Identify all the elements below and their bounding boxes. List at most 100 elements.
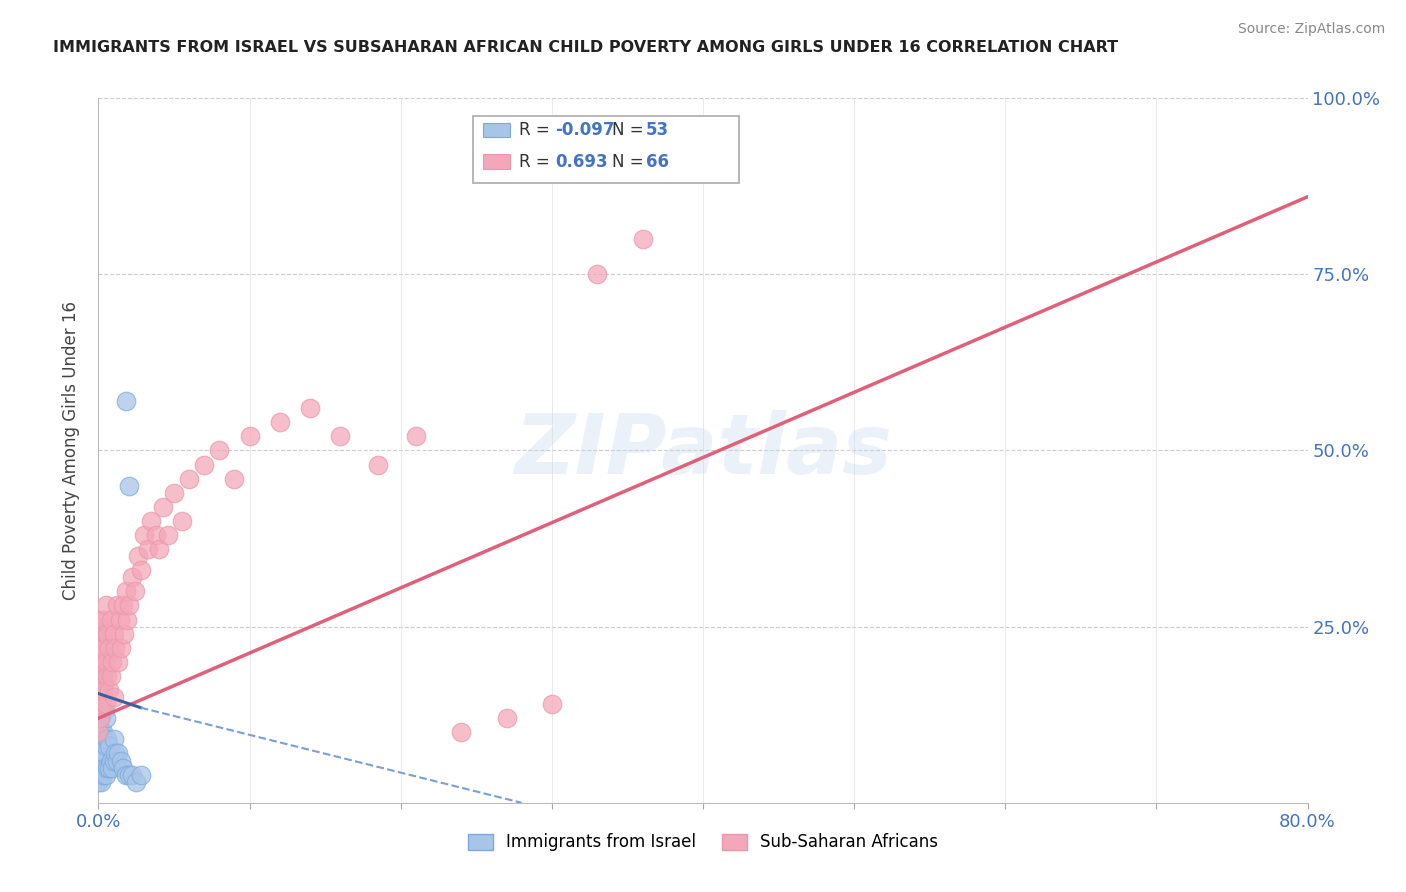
- Point: [89, 711, 111, 725]
- Point: [90, 640, 112, 655]
- Point: [115, 613, 138, 627]
- Point: [104, 640, 127, 655]
- Point: [87, 725, 110, 739]
- Point: [87, 760, 110, 774]
- Point: [111, 760, 134, 774]
- Point: [89, 683, 111, 698]
- Point: [89, 655, 111, 669]
- Point: [114, 584, 136, 599]
- Point: [89, 739, 111, 754]
- Point: [93, 760, 115, 774]
- Legend: Immigrants from Israel, Sub-Saharan Africans: Immigrants from Israel, Sub-Saharan Afri…: [461, 827, 945, 858]
- Point: [93, 732, 115, 747]
- Point: [329, 429, 352, 443]
- Y-axis label: Child Poverty Among Girls Under 16: Child Poverty Among Girls Under 16: [62, 301, 80, 600]
- Text: N =: N =: [613, 153, 650, 170]
- Point: [100, 669, 122, 683]
- Point: [90, 669, 112, 683]
- Point: [93, 613, 115, 627]
- Point: [495, 711, 517, 725]
- Point: [98, 760, 121, 774]
- Point: [129, 767, 152, 781]
- Point: [103, 626, 125, 640]
- Point: [93, 704, 115, 718]
- Point: [367, 458, 389, 472]
- Point: [93, 683, 115, 698]
- Point: [96, 669, 118, 683]
- Point: [450, 725, 472, 739]
- Text: 0.693: 0.693: [555, 153, 609, 170]
- Point: [87, 774, 110, 789]
- Point: [90, 747, 112, 761]
- Point: [299, 401, 322, 416]
- Point: [112, 626, 135, 640]
- Point: [90, 774, 112, 789]
- Point: [91, 767, 114, 781]
- Point: [103, 732, 125, 747]
- Point: [136, 542, 159, 557]
- Point: [145, 528, 167, 542]
- Point: [110, 640, 132, 655]
- Point: [90, 725, 112, 739]
- Point: [90, 760, 112, 774]
- Point: [108, 613, 131, 627]
- Point: [89, 619, 111, 633]
- Point: [114, 767, 136, 781]
- Point: [94, 739, 117, 754]
- Point: [89, 669, 111, 683]
- Point: [152, 500, 174, 514]
- Point: [121, 767, 143, 781]
- Text: IMMIGRANTS FROM ISRAEL VS SUBSAHARAN AFRICAN CHILD POVERTY AMONG GIRLS UNDER 16 : IMMIGRANTS FROM ISRAEL VS SUBSAHARAN AFR…: [53, 40, 1119, 55]
- Point: [193, 458, 215, 472]
- Point: [91, 725, 114, 739]
- Point: [107, 747, 129, 761]
- Point: [104, 747, 127, 761]
- Point: [224, 472, 246, 486]
- Point: [91, 690, 114, 705]
- Point: [129, 563, 152, 577]
- Point: [148, 542, 170, 557]
- Point: [540, 697, 562, 711]
- Point: [89, 683, 111, 698]
- Point: [89, 640, 111, 655]
- Point: [94, 655, 117, 669]
- FancyBboxPatch shape: [474, 116, 740, 183]
- Point: [179, 472, 201, 486]
- Point: [90, 697, 112, 711]
- Point: [90, 704, 112, 718]
- Point: [118, 599, 141, 613]
- Point: [118, 767, 141, 781]
- Point: [127, 549, 149, 564]
- Text: R =: R =: [519, 120, 555, 139]
- Point: [93, 640, 115, 655]
- Point: [94, 697, 117, 711]
- Point: [156, 528, 179, 542]
- Point: [89, 655, 111, 669]
- Point: [89, 619, 111, 633]
- Text: 66: 66: [647, 153, 669, 170]
- Point: [89, 725, 111, 739]
- Point: [89, 711, 111, 725]
- Text: N =: N =: [613, 120, 650, 139]
- Point: [91, 747, 114, 761]
- Point: [132, 528, 155, 542]
- Point: [89, 640, 111, 655]
- Point: [100, 754, 122, 768]
- Point: [98, 683, 121, 698]
- Point: [101, 655, 124, 669]
- Point: [631, 232, 654, 246]
- Text: Source: ZipAtlas.com: Source: ZipAtlas.com: [1237, 22, 1385, 37]
- Point: [90, 662, 112, 676]
- Point: [269, 415, 291, 429]
- Point: [96, 732, 118, 747]
- Point: [121, 570, 143, 584]
- Point: [170, 514, 193, 528]
- Point: [586, 268, 609, 282]
- Point: [90, 683, 112, 698]
- Text: R =: R =: [519, 153, 555, 170]
- Point: [125, 774, 148, 789]
- Point: [124, 584, 146, 599]
- Point: [94, 767, 117, 781]
- Point: [141, 514, 163, 528]
- Point: [91, 697, 114, 711]
